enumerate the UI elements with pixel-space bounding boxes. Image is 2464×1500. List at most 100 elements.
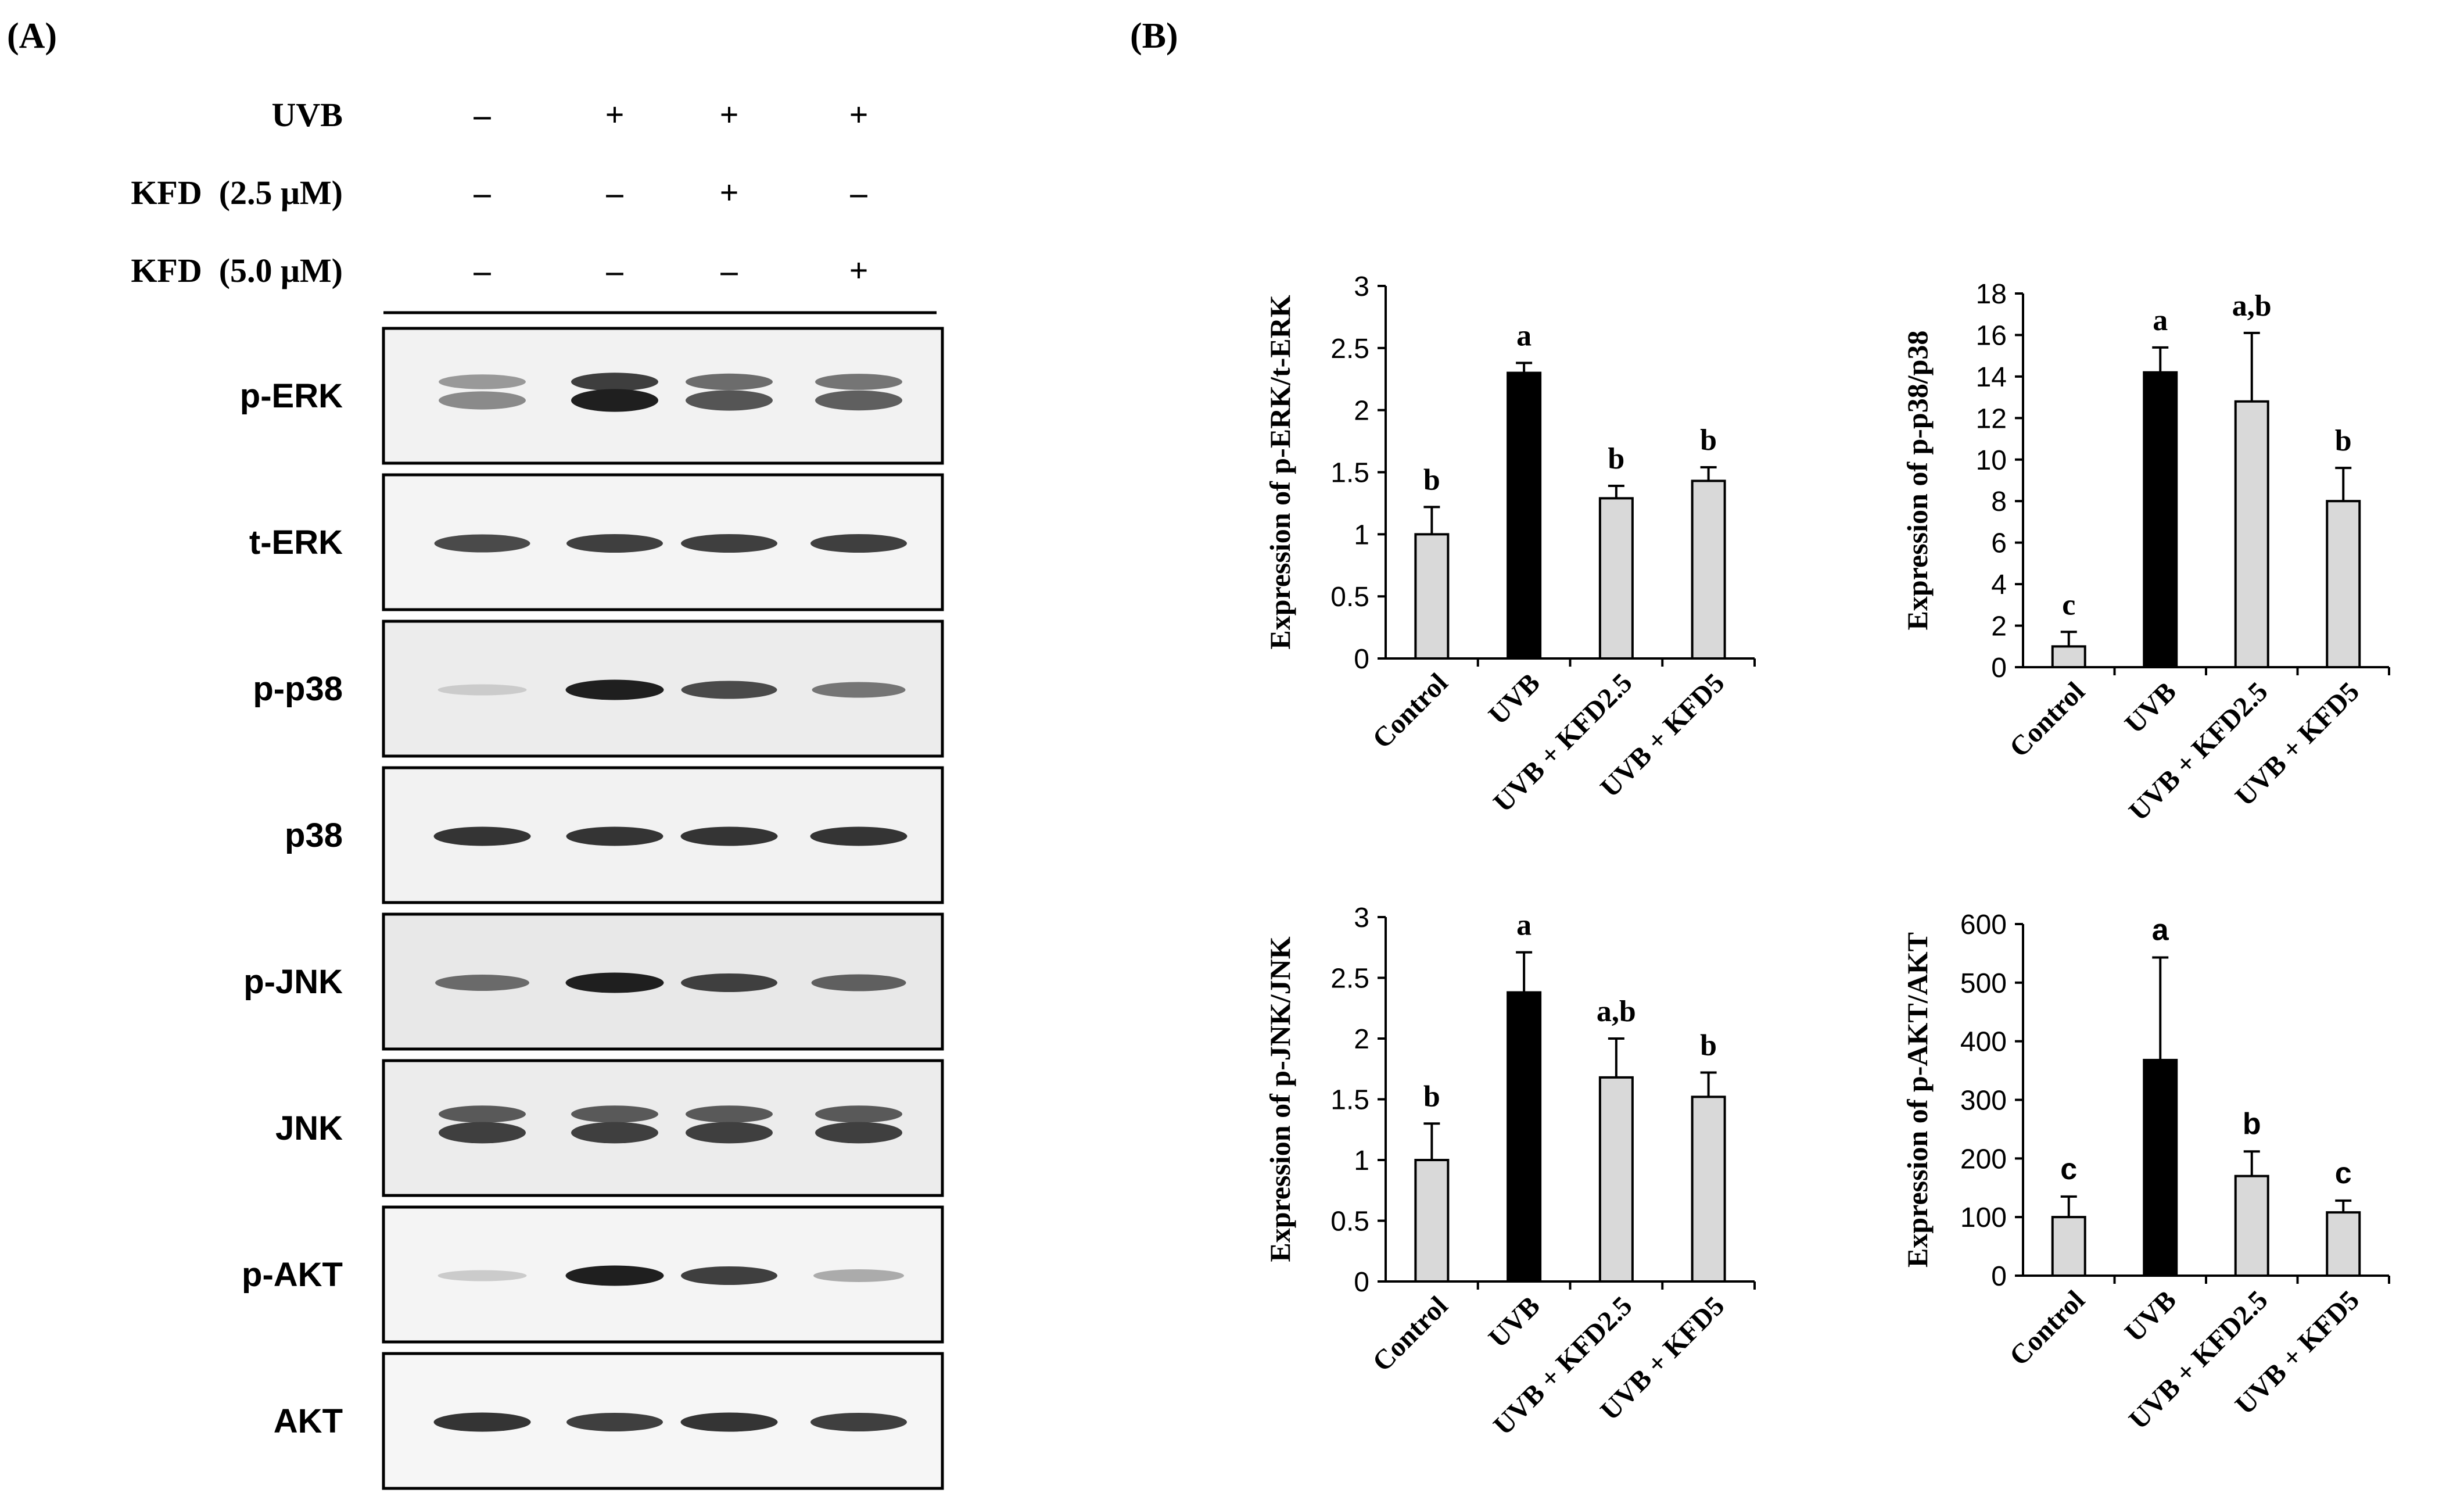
blot-label: p-JNK — [243, 963, 343, 1001]
y-tick-label: 16 — [1976, 320, 2007, 351]
treatment-sign: + — [849, 252, 868, 289]
blot-jnk: JNK — [275, 1059, 944, 1197]
blot-band — [681, 534, 777, 553]
blot-band — [435, 975, 529, 991]
significance-letter: a — [2153, 304, 2168, 337]
blot-p-erk: p-ERK — [240, 327, 944, 465]
blot-band — [433, 826, 531, 846]
blot-band — [681, 681, 777, 699]
bar — [1507, 371, 1542, 660]
bar — [1691, 479, 1726, 660]
blot-band — [566, 1413, 663, 1431]
y-tick-label: 4 — [1991, 570, 2007, 600]
y-tick-label: 18 — [1976, 279, 2007, 310]
y-tick-label: 2.5 — [1330, 964, 1369, 994]
blot-band — [571, 1122, 658, 1144]
treatment-label: KFD (2.5 μM) — [131, 174, 343, 212]
treatment-sign: + — [719, 174, 738, 212]
blot-band — [571, 373, 658, 391]
blot-band — [812, 682, 906, 698]
blot-band — [681, 973, 777, 992]
blot-band — [813, 1269, 904, 1282]
y-tick-label: 600 — [1960, 910, 2007, 940]
y-tick-label: 400 — [1960, 1027, 2007, 1058]
blot-band — [680, 1412, 778, 1432]
x-category-label: UVB — [2119, 676, 2182, 739]
bar — [2051, 645, 2086, 669]
blot-band — [434, 534, 530, 553]
treatment-sign: – — [606, 174, 624, 212]
treatment-label: KFD (5.0 μM) — [131, 252, 343, 289]
blot-band — [686, 1122, 773, 1144]
blot-p-p38: p-p38 — [253, 620, 944, 758]
y-tick-label: 2 — [1354, 1024, 1369, 1055]
significance-letter: b — [1423, 463, 1440, 496]
blot-band — [566, 534, 663, 553]
blot-band — [439, 1105, 526, 1123]
y-tick-label: 1.5 — [1330, 1085, 1369, 1116]
x-category-label: UVB — [2119, 1284, 2182, 1348]
bar — [1598, 497, 1634, 660]
bar — [2143, 1058, 2178, 1277]
significance-letter: a — [2152, 913, 2169, 947]
significance-letter: b — [1423, 1080, 1440, 1113]
bar — [2143, 371, 2178, 668]
bar — [1691, 1096, 1726, 1283]
treatment-sign: – — [474, 174, 492, 212]
bar — [1598, 1076, 1634, 1283]
blot-band — [571, 389, 658, 412]
y-tick-label: 1 — [1354, 1145, 1369, 1176]
y-tick-label: 500 — [1960, 968, 2007, 999]
blot-label: JNK — [275, 1109, 343, 1147]
y-tick-label: 12 — [1976, 403, 2007, 434]
significance-letter: b — [1700, 424, 1717, 457]
treatment-sign: + — [849, 96, 868, 134]
y-tick-label: 200 — [1960, 1144, 2007, 1175]
blot-label: AKT — [274, 1402, 343, 1440]
blot-label: p-p38 — [253, 670, 343, 708]
blot-band — [815, 374, 902, 390]
blot-band — [439, 1122, 526, 1144]
y-axis-label: Expression of p-JNK/JNK — [1264, 936, 1296, 1262]
blot-band — [439, 391, 526, 410]
significance-letter: c — [2060, 1152, 2077, 1186]
y-tick-label: 1 — [1354, 520, 1369, 550]
significance-letter: b — [1608, 442, 1624, 475]
bar — [2326, 1211, 2361, 1277]
bar — [1507, 991, 1542, 1283]
x-category-label: Control — [2004, 676, 2091, 763]
y-tick-label: 3 — [1354, 271, 1369, 302]
blot-label: p-ERK — [240, 377, 343, 415]
blot-band — [811, 974, 906, 991]
blot-band — [680, 826, 778, 846]
significance-letter: a — [1516, 909, 1532, 942]
blot-band — [810, 534, 907, 553]
blot-label: p-AKT — [242, 1256, 343, 1294]
y-tick-label: 100 — [1960, 1202, 2007, 1233]
blot-band — [565, 972, 664, 993]
blot-label: t-ERK — [249, 524, 343, 561]
bar — [2234, 1175, 2269, 1277]
significance-letter: a,b — [1597, 995, 1636, 1028]
blot-band — [681, 1266, 777, 1285]
y-tick-label: 0 — [1354, 1267, 1369, 1298]
y-axis-label: Expression of p-p38/p38 — [1901, 331, 1934, 631]
y-tick-label: 2.5 — [1330, 334, 1369, 364]
y-tick-label: 6 — [1991, 528, 2007, 559]
y-tick-label: 1.5 — [1330, 458, 1369, 489]
y-tick-label: 10 — [1976, 445, 2007, 476]
blot-akt: AKT — [274, 1352, 944, 1490]
panel-label-a: (A) — [7, 16, 57, 56]
x-category-label: Control — [2004, 1284, 2091, 1372]
blot-band — [566, 826, 663, 846]
blot-band — [810, 826, 908, 846]
significance-letter: b — [2243, 1107, 2261, 1141]
blot-p38: p38 — [285, 766, 944, 904]
y-tick-label: 8 — [1991, 486, 2007, 517]
bar — [2326, 500, 2361, 668]
blot-band — [433, 1412, 531, 1432]
